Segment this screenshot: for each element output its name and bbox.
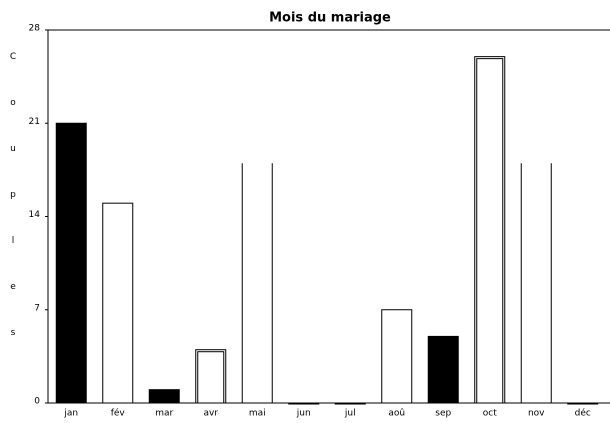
x-tick-label: jun (296, 409, 311, 419)
bar (520, 163, 552, 403)
x-tick-label: nov (528, 409, 545, 419)
y-tick-label: 21 (29, 117, 40, 127)
x-tick-label: avr (203, 409, 218, 419)
bar (241, 163, 273, 403)
x-tick-label: déc (575, 408, 591, 419)
bar-inner (197, 351, 225, 404)
bar (195, 349, 227, 404)
y-tick-label: 0 (34, 397, 40, 407)
bar (288, 402, 320, 405)
bar (567, 402, 599, 405)
y-tick-label: 7 (34, 303, 40, 313)
y-tick-label: 28 (29, 24, 41, 34)
y-tick-label: 14 (29, 210, 41, 220)
x-tick-label: fév (111, 408, 126, 419)
x-tick-label: mar (155, 409, 173, 419)
x-tick-label: aoû (388, 409, 405, 419)
bar (55, 122, 87, 404)
x-tick-label: mai (249, 409, 266, 419)
bar (334, 402, 366, 405)
bar (102, 202, 134, 404)
bar (427, 335, 459, 404)
bar (474, 56, 506, 404)
x-tick-label: oct (483, 409, 497, 419)
bar (148, 389, 180, 404)
x-tick-label: sep (435, 409, 451, 419)
bar-inner (476, 58, 504, 404)
x-tick-label: jul (344, 409, 356, 419)
chart-title: Mois du mariage (269, 11, 391, 26)
bar (381, 309, 413, 404)
x-tick-label: jan (63, 409, 78, 419)
